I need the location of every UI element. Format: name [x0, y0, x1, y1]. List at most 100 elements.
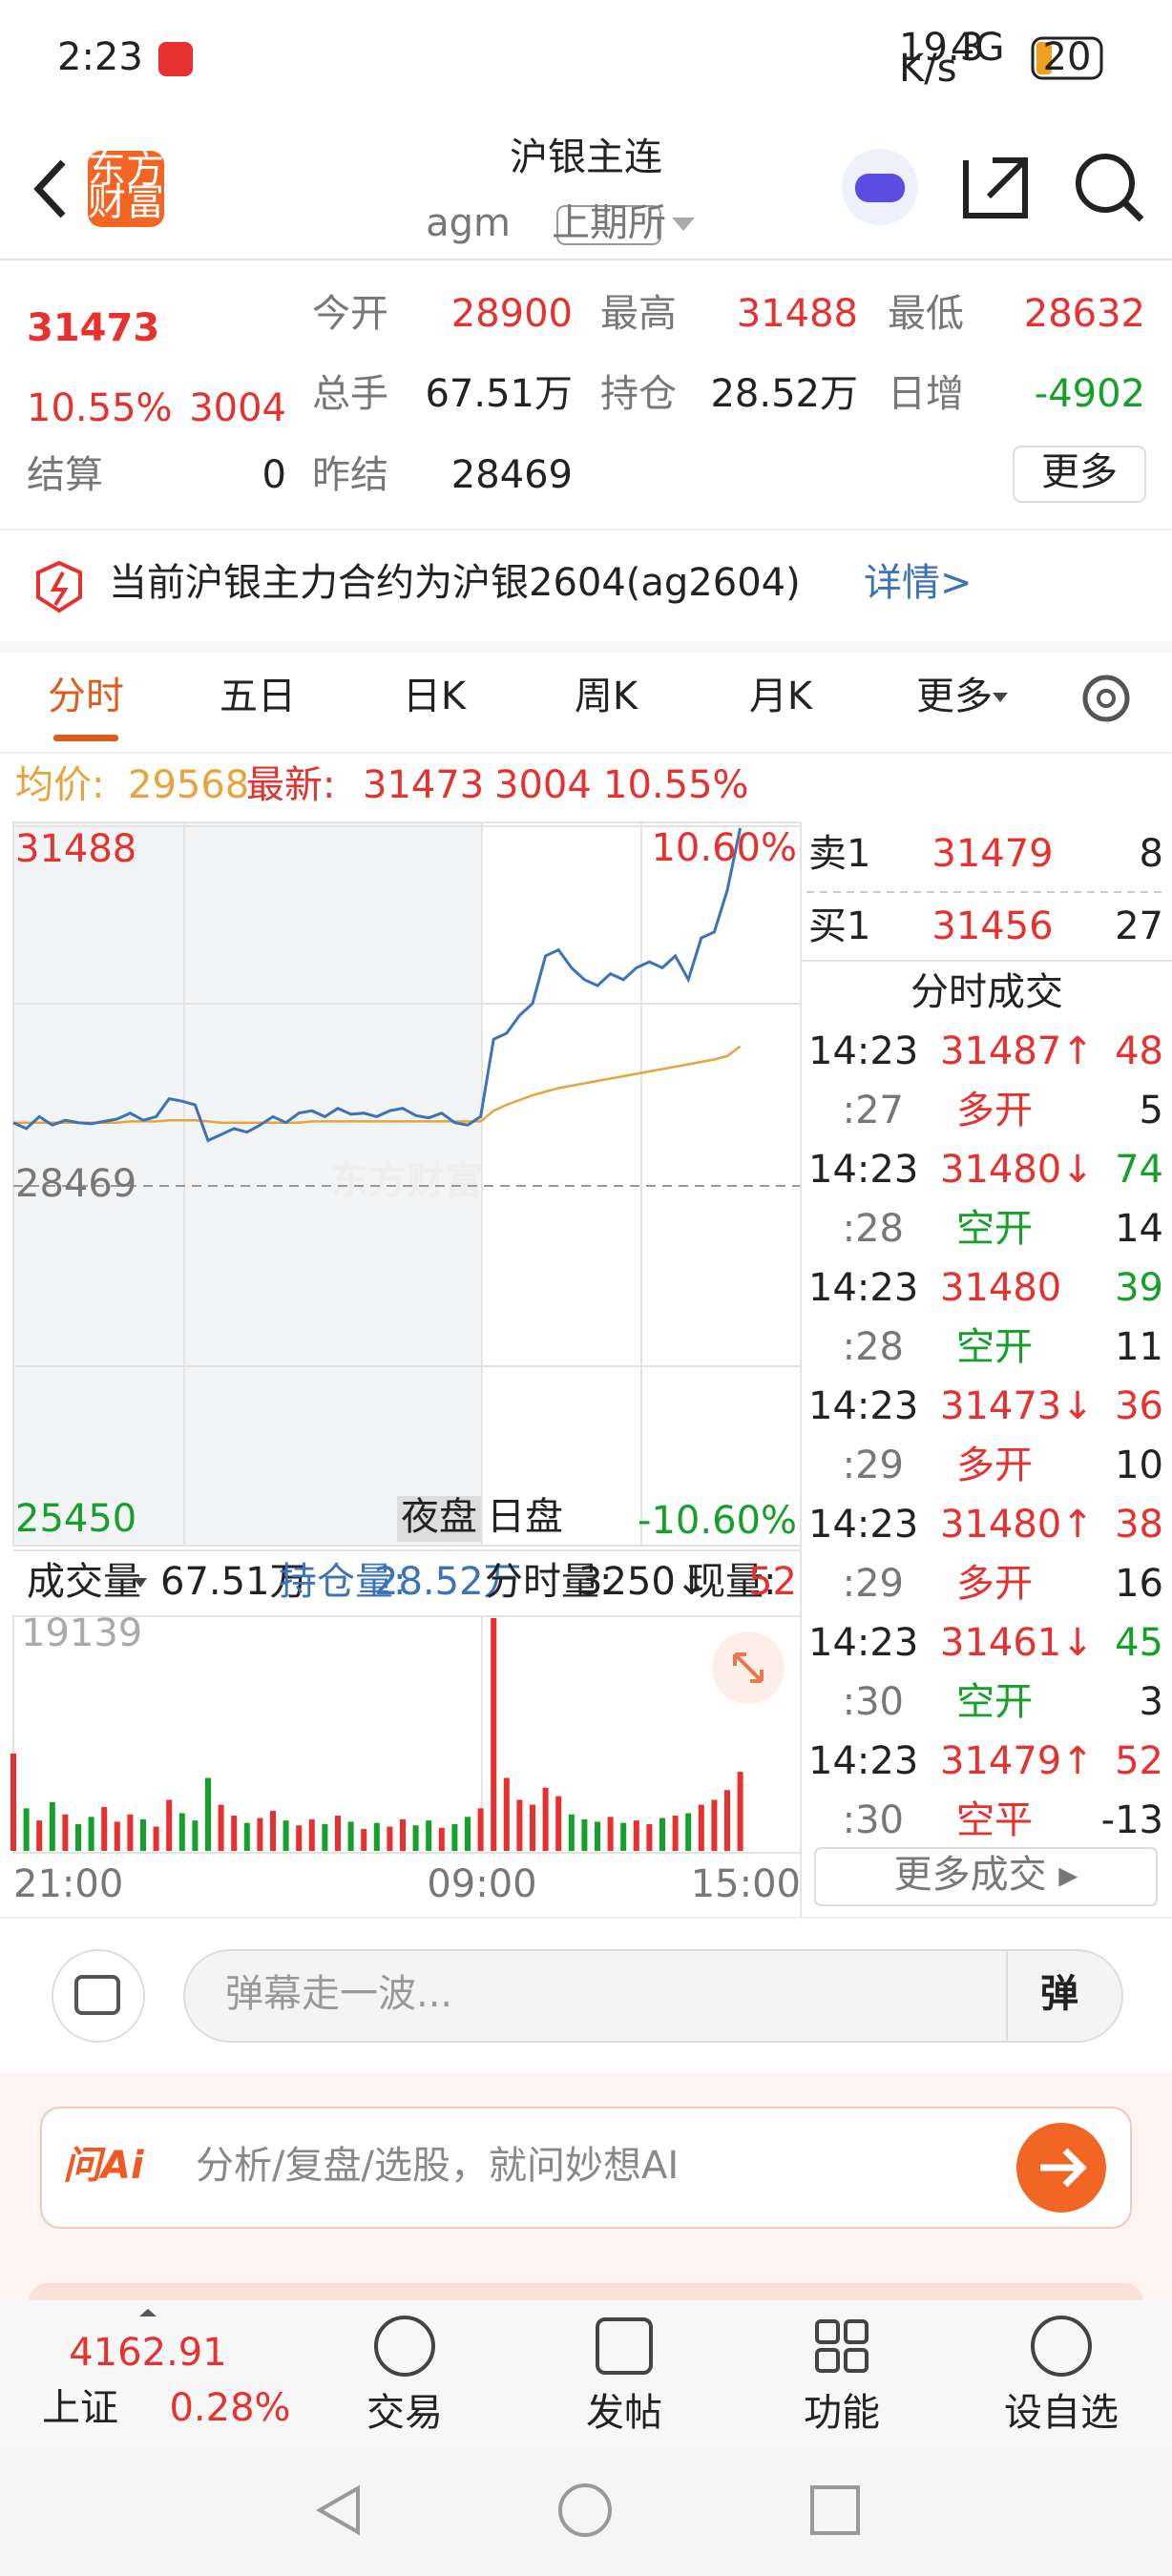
tab[interactable]: 更多	[916, 675, 993, 718]
volume-bar	[451, 1823, 458, 1851]
trade-kind-qty: -13	[1101, 1798, 1163, 1842]
trade-kind-qty: 16	[1115, 1562, 1163, 1606]
change-pct: 10.55%	[27, 386, 173, 430]
trade-time: 14:23	[808, 1739, 918, 1783]
trade-qty: 52	[1115, 1739, 1163, 1783]
search-button[interactable]	[1076, 154, 1135, 213]
now-label: 现量:	[687, 1560, 776, 1604]
trade-sec: :28	[843, 1207, 904, 1251]
volume-bar	[23, 1808, 30, 1851]
trade-kind: 空平	[956, 1798, 1033, 1842]
trade-time: 14:23	[808, 1621, 918, 1665]
y-tick-label: 25450	[15, 1497, 136, 1541]
x-label: 09:00	[427, 1862, 536, 1906]
tab[interactable]: 分时	[48, 675, 124, 718]
avg-label: 均价:	[15, 763, 104, 807]
session-night[interactable]: 夜盘	[401, 1495, 477, 1539]
trade-kind: 空开	[956, 1207, 1033, 1251]
volume-label[interactable]: 成交量	[27, 1560, 141, 1604]
volume-bar	[555, 1796, 562, 1851]
volume-bar	[581, 1818, 588, 1851]
trade-time: 14:23	[808, 1384, 918, 1428]
logo-text: 东方	[88, 148, 164, 192]
x-label: 15:00	[691, 1862, 801, 1906]
volume-bar	[347, 1821, 354, 1851]
volume-bar	[516, 1799, 523, 1851]
volume-bar	[737, 1772, 743, 1851]
volume-bar	[400, 1818, 406, 1851]
volume-bar	[49, 1802, 55, 1851]
field-value: 31488	[737, 292, 858, 336]
notice-link[interactable]: 详情>	[864, 561, 973, 605]
trade-qty: 36	[1115, 1384, 1163, 1428]
trade-time: 14:23	[808, 1266, 918, 1310]
volume-bar	[114, 1821, 120, 1851]
nav-back[interactable]	[315, 2484, 360, 2536]
trade-price: 31479↑	[940, 1739, 1094, 1783]
volume-bar	[335, 1816, 341, 1851]
settings-button[interactable]	[1082, 675, 1130, 722]
nav-item[interactable]: 设自选	[1004, 2391, 1119, 2435]
nav-icon	[1031, 2316, 1092, 2377]
notice-icon	[36, 560, 82, 613]
back-button[interactable]	[33, 159, 66, 218]
volume-bar	[438, 1827, 445, 1851]
volume-bar	[178, 1813, 185, 1851]
volume-bar	[192, 1820, 199, 1851]
trade-qty: 39	[1115, 1266, 1163, 1310]
volume-bar	[10, 1754, 16, 1851]
volume-bar	[672, 1816, 679, 1851]
session-tab[interactable]	[397, 1496, 481, 1542]
y-tick-label: 28469	[15, 1162, 136, 1206]
tab[interactable]: 五日	[220, 675, 296, 718]
trade-sec: :29	[843, 1562, 904, 1606]
more-button[interactable]	[1013, 446, 1146, 503]
volume-bar	[140, 1818, 146, 1851]
trade-kind-qty: 11	[1115, 1325, 1163, 1369]
nav-item[interactable]: 交易	[366, 2391, 443, 2435]
tab[interactable]: 日K	[403, 675, 468, 718]
ai-avatar-face	[855, 174, 905, 202]
volume-bar	[153, 1826, 159, 1851]
index-name[interactable]: 上证	[42, 2386, 118, 2430]
tab[interactable]: 月K	[749, 675, 814, 718]
volume-bar	[308, 1818, 315, 1851]
volume-bar	[633, 1820, 639, 1851]
volume-bar	[491, 1618, 497, 1851]
index-pct[interactable]: 0.28%	[169, 2386, 290, 2430]
status-time: 2:23	[57, 35, 143, 79]
share-button[interactable]	[963, 157, 1028, 218]
more-trades-button[interactable]	[814, 1847, 1158, 1906]
volume-bar	[166, 1799, 173, 1851]
trade-kind-qty: 3	[1140, 1680, 1163, 1724]
tab[interactable]: 周K	[575, 675, 639, 718]
nav-icon	[596, 2317, 653, 2375]
volume-bar	[685, 1813, 692, 1851]
volume-bar	[530, 1804, 535, 1851]
comment-input[interactable]	[183, 1949, 1123, 2043]
dropdown[interactable]	[672, 218, 695, 231]
nav-recent[interactable]	[810, 2485, 860, 2535]
nav-item[interactable]: 功能	[804, 2391, 880, 2435]
volume-bar	[724, 1790, 730, 1851]
night-session-bg	[13, 822, 482, 1546]
app-logo	[88, 151, 164, 227]
price-line	[12, 827, 743, 1143]
trade-time: 14:23	[808, 1148, 918, 1192]
nav-icon	[374, 2316, 435, 2377]
session-day[interactable]: 日盘	[487, 1495, 563, 1539]
ai-box[interactable]	[40, 2107, 1132, 2229]
trade-kind: 多开	[956, 1562, 1033, 1606]
last-value: 31473	[363, 763, 484, 807]
volume-bar	[607, 1817, 614, 1851]
code: agm	[426, 201, 511, 245]
comment-icon[interactable]	[52, 1949, 145, 2043]
index-value[interactable]: 4162.91	[69, 2331, 226, 2375]
danmu-button[interactable]: 弹	[1040, 1972, 1078, 2016]
battery-text: 20	[1043, 35, 1092, 79]
nav-home[interactable]	[558, 2483, 612, 2537]
nav-item[interactable]: 发帖	[586, 2391, 662, 2435]
volume-bar	[373, 1822, 380, 1851]
tick-label: 分时量:	[485, 1560, 612, 1604]
